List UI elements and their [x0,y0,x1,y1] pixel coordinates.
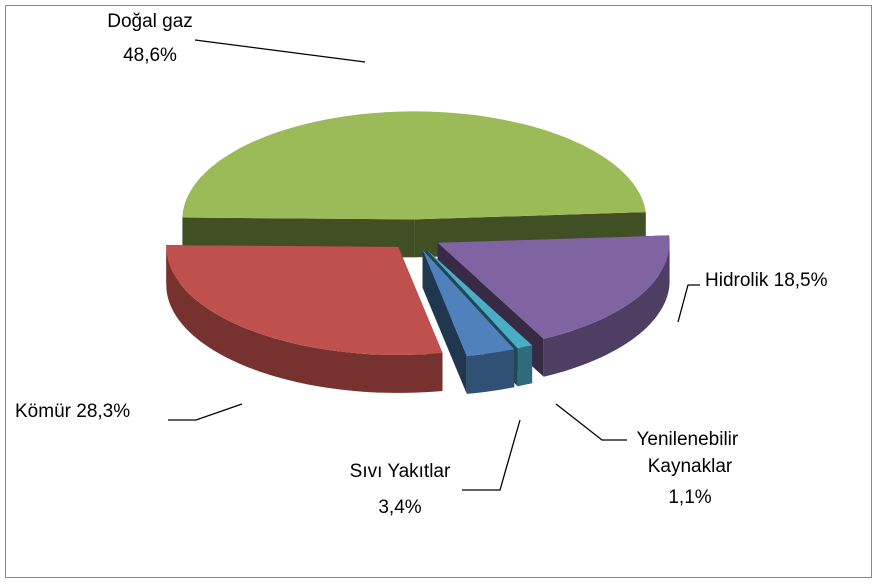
slice [166,245,443,355]
value-label: 3,4% [378,497,421,518]
slice [182,111,646,220]
slice-wall [466,349,515,394]
leader-line [168,403,243,421]
leader-line [194,39,366,63]
value-label: 18,5% [774,270,828,291]
value-label: 28,3% [76,401,130,422]
slice-side [422,249,467,394]
slice-wall [166,246,443,393]
category-label: Doğal gaz [107,11,193,32]
value-label: 1,1% [668,487,711,508]
slice [422,249,515,356]
labels: Doğal gaz 48,6% Hidrolik 18,5% Yenilenebili… [15,11,828,518]
leader-line [462,419,521,491]
slice [426,249,533,349]
category-label: Sıvı Yakıtlar [350,461,451,482]
leader-line [677,284,700,323]
slice [437,235,670,339]
leader-line [555,403,627,441]
data-label: Hidrolik 18,5% [705,270,828,291]
pie [166,111,670,394]
category-label: Kömür [15,401,76,422]
data-label: Kömür 28,3% [15,401,130,422]
value-label: 48,6% [123,45,177,66]
slice-wall [543,242,670,377]
category-label: Yenilenebilir Kaynaklar [636,429,743,477]
slice-wall [517,345,533,387]
category-label: Hidrolik [705,270,774,291]
